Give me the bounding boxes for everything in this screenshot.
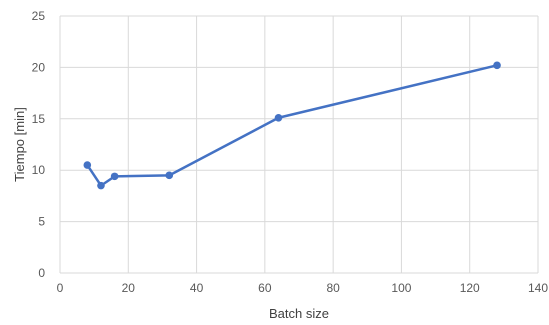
y-axis-title: Tiempo [min] [12,107,27,182]
data-point [110,172,119,181]
series-line [86,64,499,187]
y-axis-ticks: 0 5 10 15 20 25 [32,9,46,280]
x-tick-label: 0 [57,281,64,295]
x-tick-label: 40 [190,281,204,295]
data-point [83,161,92,169]
y-tick-label: 20 [32,60,46,74]
x-tick-label: 140 [528,281,548,295]
y-tick-label: 15 [32,112,46,126]
data-point [493,61,501,70]
x-tick-label: 120 [460,281,480,295]
y-tick-label: 5 [38,215,45,229]
y-tick-label: 25 [32,9,46,23]
x-tick-label: 100 [391,281,411,295]
x-tick-label: 20 [122,281,136,295]
series-layer [83,61,501,190]
y-tick-label: 10 [32,163,46,177]
data-point [97,181,105,190]
x-tick-label: 60 [258,281,272,295]
y-tick-label: 0 [38,266,45,280]
x-tick-label: 80 [326,281,340,295]
data-point [165,171,174,180]
gridlines [59,15,539,274]
x-axis-ticks: 0 20 40 60 80 100 120 140 [57,281,549,295]
x-axis-title: Batch size [269,306,329,321]
data-point [274,113,283,122]
